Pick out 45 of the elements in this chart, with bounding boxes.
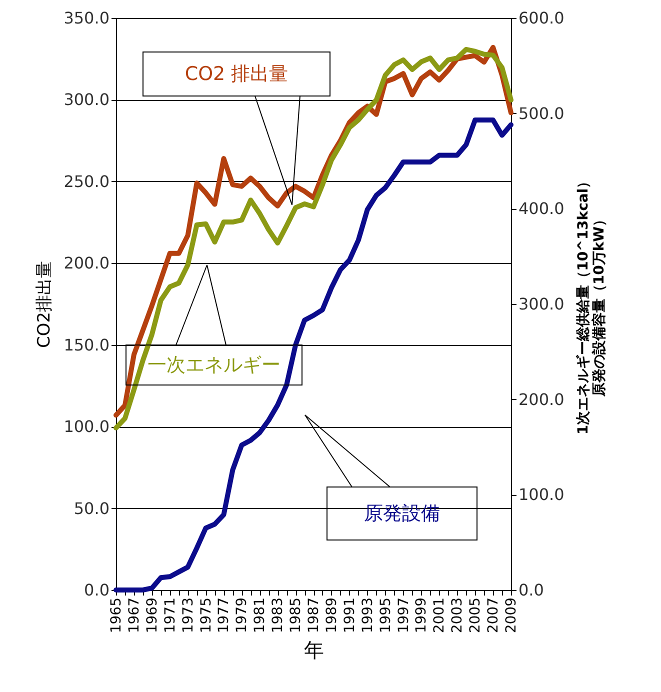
- x-tick-label: 1983: [270, 598, 286, 634]
- series-label: 一次エネルギー: [148, 354, 280, 376]
- y2-tick-label: 100.0: [518, 485, 564, 504]
- x-tick-label: 1993: [360, 598, 376, 634]
- x-tick-label: 1973: [180, 598, 196, 634]
- x-tick-label: 2003: [450, 598, 466, 634]
- y-axis-title: CO2排出量: [34, 260, 55, 348]
- y2-tick-label: 500.0: [518, 104, 564, 123]
- x-tick-label: 1991: [342, 598, 358, 634]
- y2-tick-label: 0.0: [518, 580, 544, 600]
- y-tick-label: 300.0: [64, 90, 110, 110]
- x-axis-title: 年: [304, 638, 324, 662]
- x-tick-label: 1985: [288, 598, 304, 634]
- y-tick-label: 0.0: [84, 580, 110, 600]
- x-tick-label: 2009: [504, 598, 520, 634]
- x-tick-label: 1971: [162, 598, 178, 634]
- x-tick-label: 1979: [234, 598, 250, 634]
- text: CO2 排出量: [184, 63, 288, 85]
- text: 原発設備: [364, 502, 440, 524]
- y-tick-label: 200.0: [64, 254, 110, 273]
- text: 1次エネルギー総供給量（10^13kcal）: [575, 174, 592, 435]
- y2-tick-label: 300.0: [518, 294, 564, 314]
- y-tick-label: 250.0: [64, 172, 110, 191]
- y-tick-label: 150.0: [64, 335, 110, 354]
- y2-tick-label: 400.0: [518, 199, 564, 218]
- x-tick-label: 1999: [414, 598, 430, 634]
- x-tick-label: 1981: [252, 598, 268, 634]
- text: 原発の設備容量（10万kW）: [591, 212, 608, 397]
- x-tick-label: 1987: [306, 598, 322, 634]
- x-tick-label: 1989: [324, 598, 340, 634]
- x-tick-label: 1967: [126, 598, 142, 634]
- y2-tick-label: 600.0: [518, 8, 564, 28]
- x-tick-label: 2005: [468, 598, 484, 634]
- y-tick-label: 50.0: [74, 498, 110, 518]
- x-tick-label: 1997: [396, 598, 412, 634]
- y2-tick-label: 200.0: [518, 390, 564, 409]
- y-tick-label: 100.0: [64, 417, 110, 436]
- x-tick-label: 1975: [198, 598, 214, 634]
- x-tick-label: 2001: [432, 598, 448, 634]
- x-tick-label: 1977: [216, 598, 232, 634]
- x-tick-label: 1969: [144, 598, 160, 634]
- y-tick-label: 350.0: [64, 8, 110, 28]
- x-tick-label: 1995: [378, 598, 394, 634]
- x-tick-label: 1965: [108, 598, 124, 634]
- x-tick-label: 2007: [486, 598, 502, 634]
